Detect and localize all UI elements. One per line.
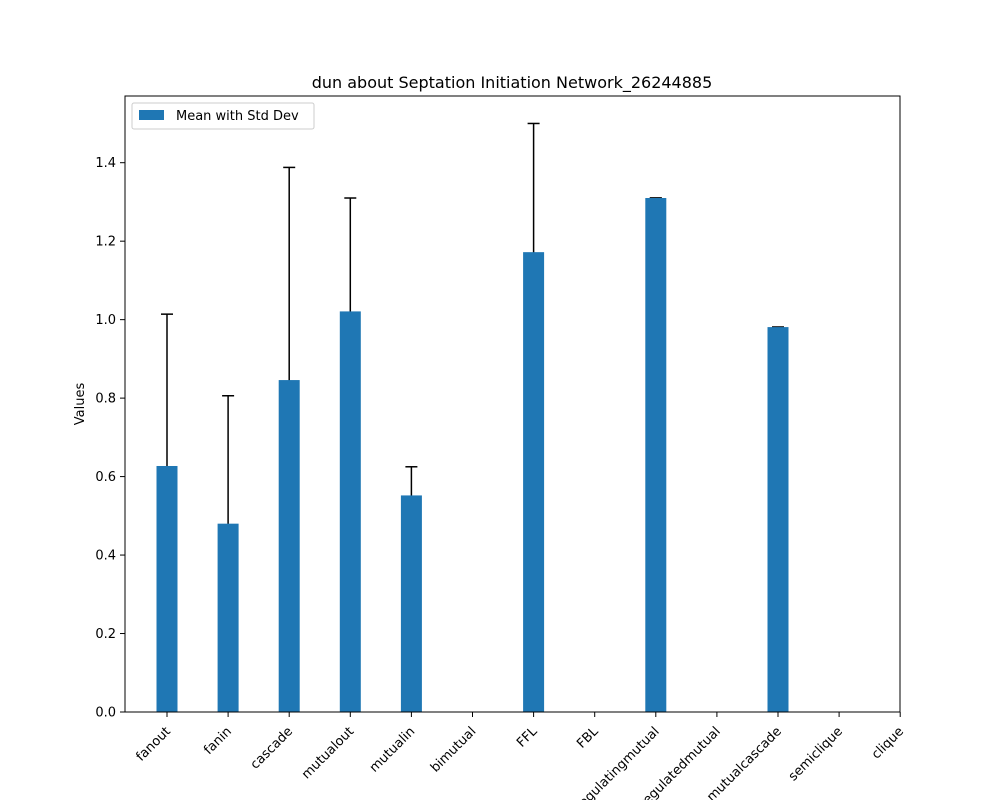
- y-tick-label: 0.0: [95, 706, 116, 721]
- error-bars: [161, 122, 784, 653]
- y-tick-label: 0.6: [95, 470, 116, 485]
- x-tick-label: bimutual: [428, 724, 479, 775]
- y-axis-label: Values: [73, 383, 88, 426]
- x-tick-label: FBL: [574, 724, 602, 752]
- chart-title: dun about Septation Initiation Network_2…: [312, 73, 713, 93]
- y-tick-label: 1.4: [95, 156, 116, 171]
- legend: Mean with Std Dev: [131, 102, 315, 130]
- legend-label: Mean with Std Dev: [176, 109, 299, 124]
- bar-mutualout: [339, 311, 361, 712]
- bar-mutualin: [400, 495, 422, 712]
- x-tick-label: mutualout: [299, 724, 357, 782]
- y-tick-label: 1.2: [95, 235, 116, 250]
- x-tick-label: fanout: [133, 724, 173, 764]
- bar-mutualcascade: [767, 327, 789, 712]
- y-tick-label: 1.0: [95, 313, 116, 328]
- y-tick-label: 0.8: [95, 392, 116, 407]
- bar-regulatingmutual: [645, 198, 667, 712]
- x-tick-label: mutualin: [367, 724, 418, 775]
- bar-cascade: [278, 380, 300, 712]
- bars: [156, 198, 789, 712]
- x-tick-label: clique: [869, 724, 907, 762]
- x-tick-label: fanin: [201, 724, 235, 758]
- y-tick-label: 0.2: [95, 627, 116, 642]
- x-tick-label: semiclique: [786, 724, 846, 784]
- bar-FFL: [523, 252, 545, 712]
- bar-fanout: [156, 465, 178, 712]
- x-tick-label: cascade: [248, 724, 296, 772]
- x-tick-label: FFL: [514, 724, 541, 751]
- legend-frame: [131, 102, 315, 130]
- plot-frame: [124, 95, 901, 713]
- bar-fanin: [217, 523, 239, 712]
- y-tick-label: 0.4: [95, 549, 116, 564]
- legend-swatch: [139, 110, 164, 120]
